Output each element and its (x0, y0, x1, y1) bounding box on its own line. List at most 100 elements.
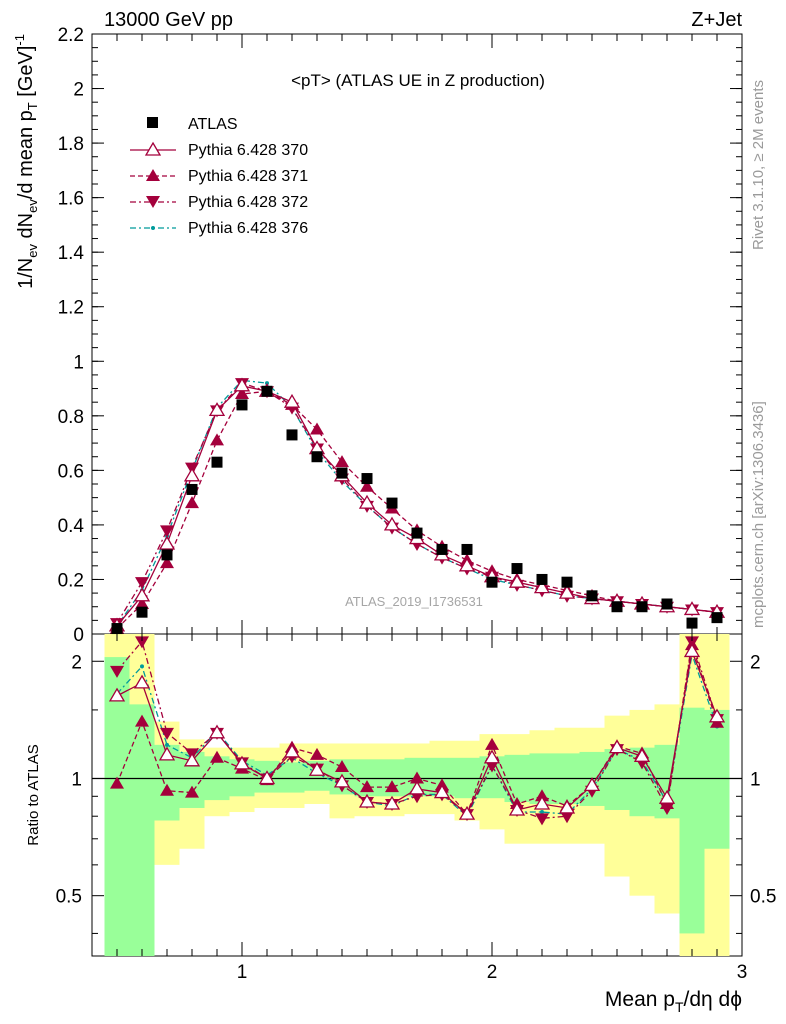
ratio-point-pythia-6-428-371 (310, 747, 324, 760)
ratio-point-pythia-6-428-370 (533, 795, 551, 810)
main-point-pythia-6-428-370 (533, 579, 551, 594)
header-left: 13000 GeV pp (104, 9, 233, 31)
main-point-pythia-6-428-371 (335, 455, 349, 468)
ratio-y-tick-label-right: 1 (750, 769, 761, 790)
ratio-point-pythia-6-428-371 (160, 783, 174, 796)
main-point-pythia-6-428-371 (185, 496, 199, 509)
ratio-band-green (704, 709, 730, 849)
ratio-point-pythia-6-428-370 (333, 773, 351, 788)
main-y-tick-label: 2 (73, 80, 84, 101)
x-axis-label: Mean pT/dη dϕ (605, 988, 742, 1015)
x-tick-label: 1 (237, 962, 248, 983)
legend-marker-371 (146, 169, 160, 181)
main-point-pythia-6-428-370 (283, 393, 301, 408)
ratio-point-pythia-6-428-372 (485, 760, 499, 773)
ratio-point-pythia-6-428-370 (408, 780, 426, 795)
main-y-tick-label: 2.2 (58, 25, 84, 46)
legend-marker-atlas (147, 117, 158, 128)
main-point-atlas (461, 543, 473, 555)
ratio-point-pythia-6-428-370 (133, 674, 151, 689)
ratio-point-pythia-6-428-376 (165, 742, 169, 747)
legend-label-370: Pythia 6.428 370 (188, 142, 308, 159)
ratio-point-pythia-6-428-370 (458, 805, 476, 820)
main-point-atlas (586, 590, 598, 602)
ratio-point-pythia-6-428-370 (608, 739, 626, 754)
main-point-atlas (561, 576, 573, 588)
ratio-point-pythia-6-428-370 (233, 755, 251, 770)
main-point-atlas (261, 385, 273, 397)
main-y-tick-label: 0.2 (58, 570, 84, 591)
main-series-layer (108, 377, 726, 635)
main-point-atlas (336, 467, 348, 479)
ratio-point-pythia-6-428-370 (683, 643, 701, 658)
main-point-pythia-6-428-370 (208, 402, 226, 417)
ratio-point-pythia-6-428-370 (208, 724, 226, 739)
ratio-point-pythia-6-428-372 (110, 665, 124, 678)
ratio-band-green (104, 657, 130, 956)
ratio-point-pythia-6-428-376 (140, 664, 144, 669)
ratio-point-pythia-6-428-372 (560, 811, 574, 824)
main-point-atlas (436, 543, 448, 555)
main-point-atlas (611, 601, 623, 613)
ratio-point-pythia-6-428-372 (135, 636, 149, 649)
main-y-tick-label: 1.2 (58, 298, 84, 319)
ratio-point-pythia-6-428-376 (540, 810, 544, 815)
mcplots-side-label: mcplots.cern.ch [arXiv:1306.3436] (750, 401, 767, 628)
main-point-pythia-6-428-370 (558, 584, 576, 599)
ratio-y-tick-label-right: 0.5 (750, 887, 776, 908)
ratio-point-pythia-6-428-371 (210, 750, 224, 763)
ratio-point-pythia-6-428-371 (135, 714, 149, 727)
main-y-tick-label: 0 (73, 625, 84, 646)
main-point-pythia-6-428-370 (183, 467, 201, 482)
ratio-point-pythia-6-428-370 (483, 749, 501, 764)
ratio-point-pythia-6-428-371 (410, 771, 424, 784)
main-point-atlas (386, 497, 398, 509)
legend-label-376: Pythia 6.428 376 (188, 220, 308, 237)
main-point-pythia-6-428-371 (160, 556, 174, 569)
main-point-pythia-6-428-372 (160, 525, 174, 538)
ratio-y-axis-label: Ratio to ATLAS (25, 744, 42, 845)
ratio-point-pythia-6-428-370 (183, 752, 201, 767)
main-y-tick-label: 1.6 (58, 189, 84, 210)
ratio-point-pythia-6-428-370 (283, 743, 301, 758)
main-y-axis-label: 1/Nev dNev/d mean pT [GeV]-1 (12, 34, 40, 289)
main-point-pythia-6-428-371 (210, 433, 224, 446)
legend-label-atlas: ATLAS (188, 116, 238, 133)
axes-layer: 0 0.2 0.4 0.6 0.8 1 1.2 1.4 1.6 1.8 2 2.2 1 2 3 0.5 0.5 1… (56, 25, 777, 983)
main-point-pythia-6-428-371 (135, 597, 149, 609)
main-point-atlas (136, 606, 148, 618)
legend-label-372: Pythia 6.428 372 (188, 194, 308, 211)
ratio-point-pythia-6-428-370 (433, 784, 451, 799)
main-point-atlas (511, 563, 523, 575)
ratio-point-pythia-6-428-370 (558, 799, 576, 814)
ratio-band-green (679, 707, 705, 934)
main-y-tick-label: 0.4 (58, 516, 85, 537)
ratio-uncertainty-bands (92, 634, 742, 956)
ratio-point-pythia-6-428-370 (358, 793, 376, 808)
main-point-atlas (236, 399, 248, 411)
ratio-point-pythia-6-428-371 (110, 776, 124, 789)
main-point-atlas (536, 573, 548, 585)
main-point-pythia-6-428-372 (135, 577, 149, 590)
main-point-atlas (161, 549, 173, 561)
ratio-point-pythia-6-428-370 (158, 746, 176, 761)
rivet-side-label: Rivet 3.1.10, ≥ 2M events (750, 80, 767, 250)
main-point-atlas (186, 483, 198, 495)
x-tick-label: 2 (487, 962, 498, 983)
ratio-point-pythia-6-428-371 (535, 789, 549, 802)
ratio-point-pythia-6-428-371 (360, 780, 374, 793)
main-point-atlas (286, 429, 298, 441)
ratio-point-pythia-6-428-372 (535, 813, 549, 826)
ratio-point-pythia-6-428-371 (185, 785, 199, 798)
legend-marker-376 (151, 226, 155, 230)
ratio-point-pythia-6-428-370 (108, 687, 126, 702)
ratio-point-pythia-6-428-370 (383, 795, 401, 810)
main-point-pythia-6-428-370 (508, 573, 526, 588)
ratio-y-tick-label: 2 (71, 652, 82, 673)
main-point-atlas (636, 601, 648, 613)
ratio-point-pythia-6-428-370 (508, 801, 526, 816)
main-point-pythia-6-428-370 (233, 377, 251, 392)
main-point-atlas (211, 456, 223, 468)
analysis-watermark: ATLAS_2019_I1736531 (345, 594, 483, 609)
